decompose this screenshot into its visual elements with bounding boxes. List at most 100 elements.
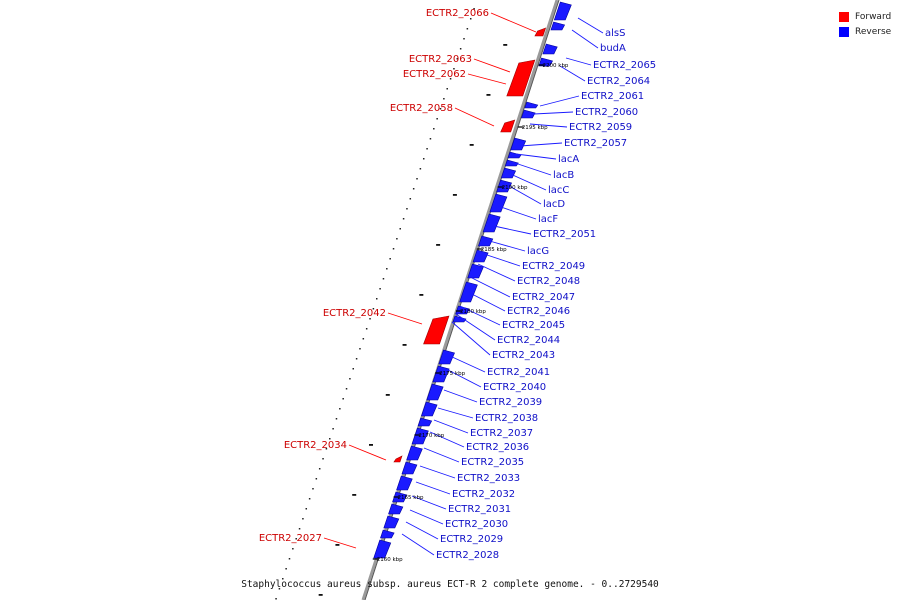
reverse-label-leader (533, 111, 574, 115)
reverse-label-leader (485, 239, 526, 252)
reverse-gene-block (417, 417, 433, 427)
reverse-gene-label: lacB (553, 170, 574, 181)
reverse-gene-label: ECTR2_2044 (497, 335, 560, 346)
reverse-gene-label: ECTR2_2060 (575, 107, 638, 118)
reverse-gene-block (472, 249, 489, 263)
reverse-label-leader (519, 142, 563, 147)
track-dot (406, 208, 408, 210)
reverse-label-leader (515, 153, 557, 160)
track-dot (312, 488, 314, 490)
reverse-swatch (839, 26, 849, 37)
track-dot (409, 198, 412, 200)
track-dot (402, 218, 405, 220)
track-dot (298, 528, 301, 530)
reverse-label-leader (483, 253, 521, 267)
track-dot (282, 578, 284, 580)
track-dot (325, 448, 328, 450)
track-dot (419, 168, 422, 170)
kbp-label: 2180 kbp (460, 309, 486, 315)
reverse-gene-label: lacF (538, 214, 558, 225)
track-dot (292, 548, 294, 550)
reverse-gene-label: ECTR2_2035 (461, 457, 524, 468)
reverse-label-leader (477, 263, 516, 282)
forward-swatch (839, 11, 849, 22)
track-tick (369, 444, 374, 446)
track-dot (412, 188, 415, 190)
reverse-gene-block (420, 401, 438, 417)
track-tick (402, 344, 407, 346)
reverse-gene-block (392, 491, 408, 503)
outer-dotted-track (275, 8, 508, 600)
forward-label-leader (473, 58, 511, 73)
forward-gene-block (500, 119, 516, 133)
reverse-label-leader (565, 57, 592, 66)
reverse-gene-block (510, 137, 527, 151)
reverse-gene-label: lacC (548, 185, 569, 196)
track-dot (459, 48, 462, 50)
track-dot (345, 388, 348, 390)
reverse-label-leader (433, 419, 469, 434)
forward-gene-label: ECTR2_2066 (426, 8, 489, 19)
track-dot (443, 98, 445, 100)
reverse-gene-label: ECTR2_2036 (466, 442, 529, 453)
track-dot (416, 178, 418, 180)
kbp-label: 2165 kbp (398, 495, 424, 501)
track-dot (382, 278, 385, 280)
track-tick (452, 194, 457, 196)
reverse-gene-label: ECTR2_2051 (533, 229, 596, 240)
reverse-gene-block (478, 235, 494, 247)
reverse-gene-label: ECTR2_2065 (593, 60, 656, 71)
forward-label-leader (387, 312, 423, 325)
reverse-gene-block (538, 57, 553, 67)
forward-gene-label: ECTR2_2034 (284, 440, 347, 451)
reverse-gene-label: ECTR2_2029 (440, 534, 503, 545)
reverse-gene-block (380, 529, 395, 539)
reverse-gene-block (467, 263, 484, 279)
kbp-label: 2195 kbp (522, 125, 548, 131)
track-dot (295, 538, 297, 540)
track-dot (469, 18, 472, 20)
kbp-label: 2190 kbp (502, 185, 528, 191)
track-dot (426, 148, 428, 150)
reverse-gene-label: lacD (543, 199, 565, 210)
track-dot (375, 298, 378, 300)
track-tick (469, 144, 474, 146)
track-dot (365, 328, 368, 330)
track-dot (422, 158, 425, 160)
forward-gene-label: ECTR2_2063 (409, 54, 472, 65)
track-dot (332, 428, 334, 430)
track-dot (305, 508, 308, 510)
reverse-gene-label: ECTR2_2031 (448, 504, 511, 515)
track-dot (463, 38, 465, 40)
forward-label-leader (454, 107, 495, 127)
forward-gene-block (393, 455, 403, 463)
reverse-gene-label: budA (600, 43, 626, 54)
reverse-gene-label: ECTR2_2040 (483, 382, 546, 393)
reverse-gene-label: alsS (605, 28, 625, 39)
gene-labels: 2200 kbp 2195 kbp 2190 kbp 2185 kbp 2180 kbp… (259, 8, 656, 563)
kbp-label: 2160 kbp (377, 557, 403, 563)
track-tick (503, 44, 508, 46)
forward-label-leader (490, 12, 537, 33)
track-dot (473, 8, 475, 10)
reverse-gene-block (401, 461, 418, 475)
reverse-label-leader (511, 161, 552, 176)
track-dot (446, 88, 448, 90)
reverse-gene-block (383, 515, 400, 529)
forward-gene-label: ECTR2_2058 (390, 103, 453, 114)
reverse-label-leader (443, 389, 478, 403)
reverse-label-leader (505, 171, 547, 191)
reverse-gene-label: ECTR2_2061 (581, 91, 644, 102)
reverse-label-leader (493, 225, 532, 235)
track-tick (335, 544, 340, 546)
track-dot (302, 518, 304, 520)
forward-gene-label: ECTR2_2062 (403, 69, 466, 80)
track-dot (399, 228, 401, 230)
reverse-label-leader (411, 495, 447, 510)
reverse-label-leader (437, 407, 474, 419)
reverse-label-leader (459, 305, 501, 326)
track-dot (275, 598, 277, 600)
track-dot (456, 58, 459, 60)
reverse-gene-label: lacG (527, 246, 549, 257)
reverse-gene-label: ECTR2_2038 (475, 413, 538, 424)
